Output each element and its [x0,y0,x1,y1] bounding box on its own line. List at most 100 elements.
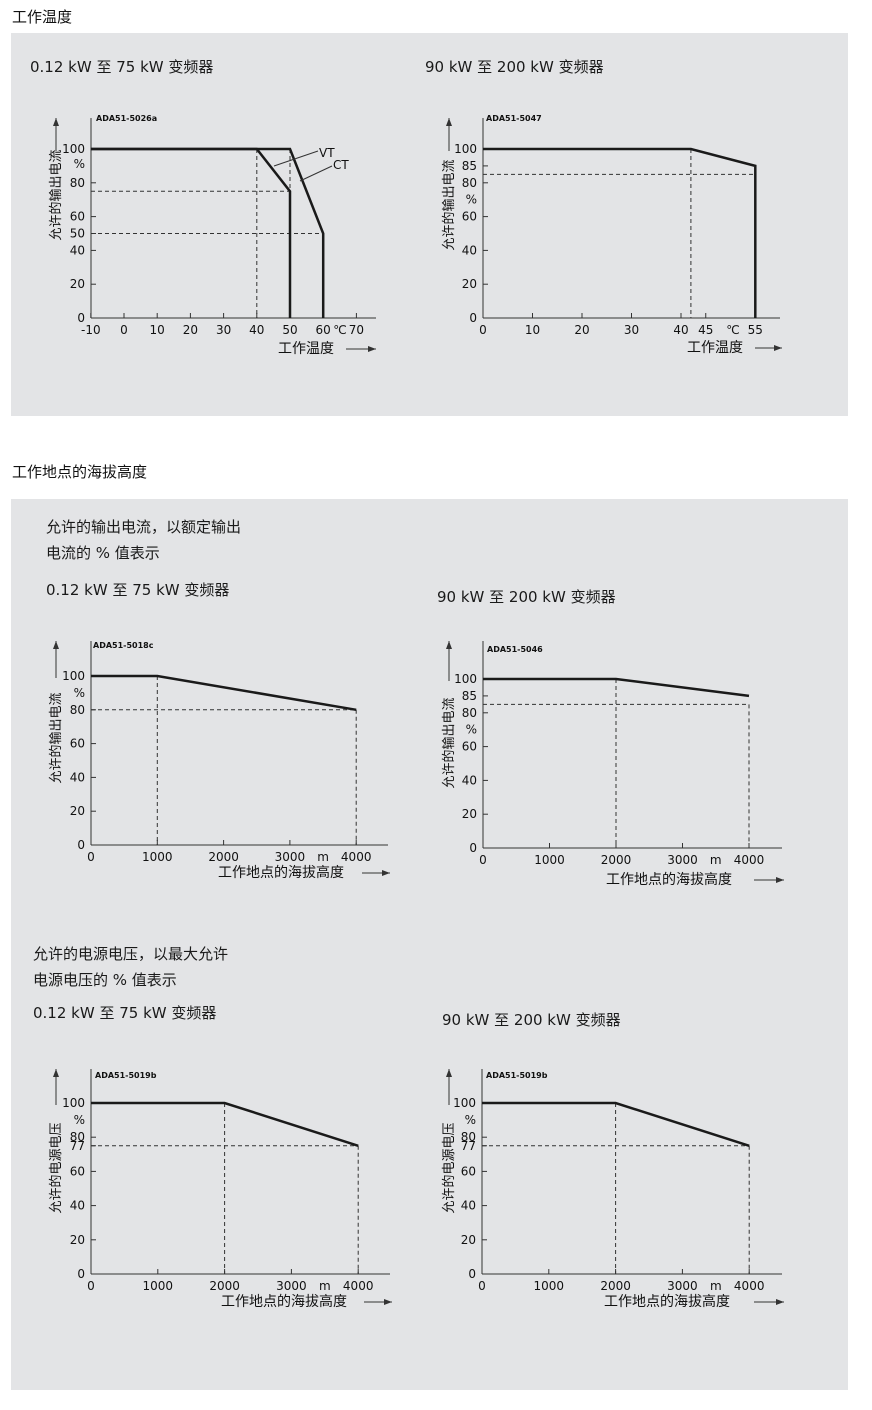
alt-voltage-small-y-tick-label: 60 [70,1164,85,1178]
alt-current-large-y-tick-label: 80 [462,706,477,720]
alt-voltage-large-y-tick-label: 0 [468,1267,476,1281]
alt-voltage-small-y-tick-label: 40 [70,1199,85,1213]
alt-current-large-y-unit-label: % [466,723,477,737]
alt-voltage-large-y-tick-label: 60 [461,1164,476,1178]
current-intro-line-2: 电流的 % 值表示 [46,544,160,562]
temp-large-series-line [483,147,757,318]
temp-large-x-tick-label: 30 [624,323,639,337]
alt-current-small-x-arrow-head [382,870,390,876]
alt-current-large-x-tick-label: 1000 [534,853,565,867]
alt-current-large-title: 90 kW 至 200 kW 变频器 [437,588,616,606]
temp-small-x-tick-label: 20 [183,323,198,337]
temp-small-x-tick-label: 50 [282,323,297,337]
alt-voltage-large-y-unit-label: % [465,1113,476,1127]
alt-voltage-small-x-tick-label: 4000 [343,1279,374,1293]
alt-voltage-large-x-tick-label: 0 [478,1279,486,1293]
alt-current-small-y-unit-label: % [74,686,85,700]
alt-current-large-x-arrow-head [776,877,784,883]
temp-small-title: 0.12 kW 至 75 kW 变频器 [30,58,214,76]
alt-voltage-small-code-label: ADA51-5019b [95,1071,157,1080]
temp-large-x-tick-label: 20 [574,323,589,337]
alt-current-small-x-tick-label: 1000 [142,850,173,864]
temp-large-chart: ADA51-5047 100 85 80% 60 40 20 00 10 20 30 40 45 ℃ 55 允… [441,114,782,356]
alt-voltage-small-x-tick-label: 1000 [143,1279,174,1293]
temp-small-x-tick-label: 60 [316,323,331,337]
temp-large-x-arrow-head [774,345,782,351]
alt-voltage-large-y-arrow-head [446,1069,452,1077]
alt-current-small-y-tick-label: 40 [70,770,85,784]
temp-large-x-tick-label: 45 [698,323,713,337]
alt-current-large-y-tick-label: 85 [462,689,477,703]
temp-large-x-tick-label: 0 [479,323,487,337]
temp-small-y-axis-label: 允许的输出电流 [48,149,64,240]
temp-large-title: 90 kW 至 200 kW 变频器 [425,58,604,76]
alt-voltage-large-code-label: ADA51-5019b [486,1071,548,1080]
alt-current-small-y-axis-label: 允许的输出电流 [48,692,64,783]
temp-large-x-tick-label: 55 [748,323,763,337]
temp-large-y-unit-label: % [466,193,477,207]
voltage-intro-line-1: 允许的电源电压，以最大允许 [33,945,229,963]
temp-large-code-label: ADA51-5047 [486,114,542,123]
alt-voltage-small-x-arrow-head [384,1299,392,1305]
alt-current-small-code-label: ADA51-5018c [93,641,154,650]
voltage-intro-line-2: 电源电压的 % 值表示 [33,971,177,989]
alt-current-large-x-tick-label: 3000 [667,853,698,867]
temp-small-x-axis-label: 工作温度 [278,341,334,357]
temp-small-x-tick-label: -10 [81,323,101,337]
alt-voltage-large-x-axis-label: 工作地点的海拔高度 [604,1293,730,1310]
alt-voltage-small-y-axis-label: 允许的电源电压 [48,1122,64,1213]
temp-large-y-axis-label: 允许的输出电流 [441,159,457,250]
alt-voltage-small-series-line [91,1101,359,1147]
temp-small-y-tick-label: 0 [77,311,85,325]
temp-large-y-tick-label: 85 [462,159,477,173]
alt-current-large-y-arrow-head [446,641,452,649]
temp-small-label-leader [273,150,319,167]
alt-current-small-title: 0.12 kW 至 75 kW 变频器 [46,581,230,599]
alt-current-large-x-tick-label: 2000 [601,853,632,867]
alt-current-large-y-tick-label: 20 [462,807,477,821]
alt-voltage-large-y-tick-label: 100 [453,1096,476,1110]
alt-voltage-small-y-arrow-head [53,1069,59,1077]
alt-current-large-x-tick-label: 0 [479,853,487,867]
alt-voltage-large-x-tick-label: 4000 [734,1279,765,1293]
alt-voltage-large-y-axis-label: 允许的电源电压 [441,1122,457,1213]
alt-voltage-large-series-line [482,1101,750,1147]
alt-voltage-large-title: 90 kW 至 200 kW 变频器 [442,1011,621,1029]
alt-voltage-large-y-tick-label: 40 [461,1199,476,1213]
alt-voltage-large-x-tick-label: 3000 [667,1279,698,1293]
alt-voltage-small-x-tick-label: 0 [87,1279,95,1293]
alt-current-small-y-tick-label: 20 [70,804,85,818]
alt-current-large-x-axis-label: 工作地点的海拔高度 [606,871,732,888]
temp-large-y-tick-label: 40 [462,243,477,257]
alt-current-large-code-label: ADA51-5046 [487,645,543,654]
current-intro-line-1: 允许的输出电流，以额定输出 [46,518,242,536]
alt-voltage-small-y-tick-label: 20 [70,1233,85,1247]
alt-voltage-small-y-tick-label: 80 [70,1130,85,1144]
alt-voltage-large-y-tick-label: 80 [461,1130,476,1144]
alt-current-small-y-tick-label: 60 [70,737,85,751]
temp-small-series-label: CT [333,158,349,172]
temp-small-x-arrow-head [368,346,376,352]
temp-small-label-leader [299,165,333,182]
alt-voltage-large-x-arrow-head [776,1299,784,1305]
temp-large-y-tick-label: 60 [462,210,477,224]
alt-current-large-y-tick-label: 40 [462,773,477,787]
alt-current-large-y-tick-label: 60 [462,740,477,754]
temp-small-y-unit-label: % [74,157,85,171]
alt-voltage-small-x-unit-label: m [319,1279,331,1293]
alt-voltage-large-y-tick-label: 77 [461,1139,476,1153]
alt-voltage-small-x-tick-label: 3000 [276,1279,307,1293]
voltage-intro-text: 允许的电源电压，以最大允许 电源电压的 % 值表示 [33,941,228,993]
temp-small-x-tick-label: 70 [349,323,364,337]
alt-current-large-y-tick-label: 0 [469,841,477,855]
section-heading-temperature: 工作温度 [12,8,73,26]
alt-current-large-series-line [483,677,750,698]
alt-current-large-x-tick-label: 4000 [734,853,765,867]
temp-large-x-unit-label: ℃ [726,323,739,337]
temp-large-x-axis-label: 工作温度 [687,340,743,356]
alt-voltage-large-y-tick-label: 20 [461,1233,476,1247]
